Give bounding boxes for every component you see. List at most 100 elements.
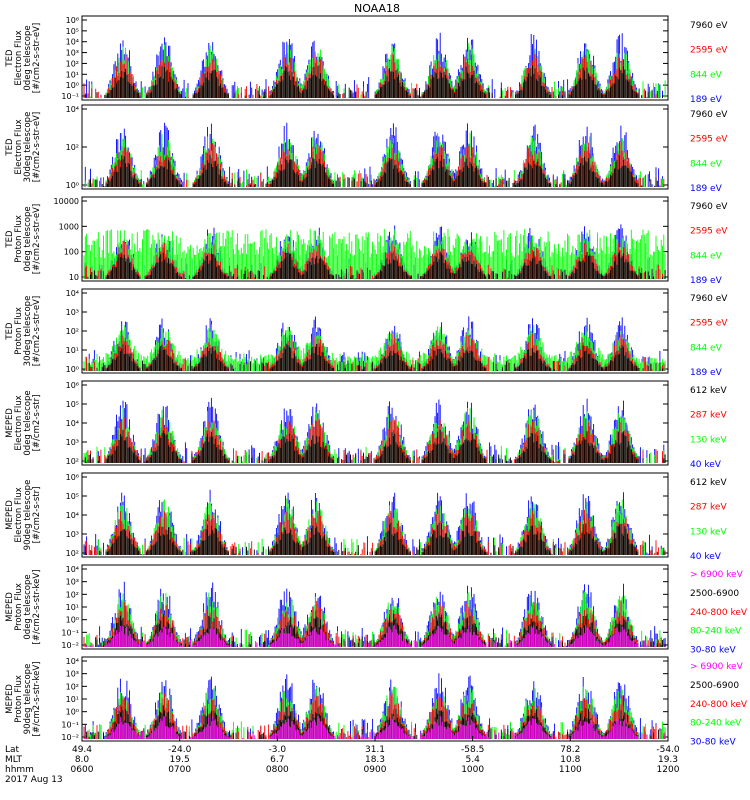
y-axis-label: 0deg telescope [23,25,33,90]
x-tick-label: -24.0 [168,745,192,755]
legend-entry: 2500-6900 [690,589,739,599]
y-tick-label: 10² [66,682,79,691]
y-axis-label: Electron Flux [14,395,24,450]
y-tick-label: 10⁶ [66,16,79,25]
y-axis-label: MEPED [5,408,15,438]
x-row-label: MLT [5,755,23,765]
y-tick-label: 10⁶ [66,381,79,390]
x-tick-label: 8.0 [75,755,90,765]
x-tick-label: -58.5 [461,745,484,755]
y-axis-label: [#/cm2-s-str-keV] [32,570,42,645]
legend-entry: 844 eV [690,159,723,169]
legend-entry: 30-80 keV [690,646,736,656]
x-tick-label: 1200 [657,765,680,775]
legend-entry: 287 keV [690,411,727,421]
y-axis-label: [#/cm2-s-str] [32,487,42,544]
legend-entry: 287 keV [690,503,727,513]
legend-entry: 612 keV [690,386,727,396]
legend-entry: 189 eV [690,368,723,378]
y-axis-label: 30deg telescope [23,112,33,183]
y-axis-label: Electron Flux [14,119,24,174]
y-axis-label: [#/cm2-s-str-eV] [32,23,42,93]
legend-entry: 80-240 keV [690,719,742,729]
y-axis-label: 30deg telescope [23,296,33,367]
legend-entry: 2595 eV [690,227,728,237]
y-tick-label: 10² [66,327,79,336]
panel-frame [81,380,669,466]
x-tick-label: -3.0 [269,745,287,755]
y-tick-label: 10 [69,273,79,282]
legend-entry: 7960 eV [690,294,728,304]
panel-8: 10⁻² 10⁻¹ 10⁰ 10¹ 10² 10³ 10⁴ MEPED Proton Flux 9… [5,656,748,748]
x-tick-label: 49.4 [72,745,92,755]
y-axis-label: Proton Flux [14,675,24,723]
legend-entry: 612 keV [690,478,727,488]
y-tick-label: 10¹ [66,346,79,355]
y-axis-label: [#/cm2-s-str-eV] [32,204,42,274]
figure-title: NOAA18 [354,2,400,15]
series-trace [83,154,665,187]
y-axis-label: Proton Flux [14,307,24,355]
legend-entry: 40 keV [690,460,722,470]
series-trace [84,716,666,739]
y-axis-label: [#/cm2-s-str-keV] [32,662,42,737]
legend-entry: 189 eV [690,95,723,105]
y-tick-label: 10⁴ [66,511,79,520]
panel-6: 10² 10³ 10⁴ 10⁵ 10⁶ MEPED Electron Flux 90deg t… [5,472,727,562]
y-tick-label: 10⁰ [66,81,79,90]
legend-entry: 2500-6900 [690,681,739,691]
y-tick-label: 10⁴ [66,289,79,298]
y-tick-label: 10³ [66,578,79,587]
x-tick-label: 0900 [364,765,387,775]
y-axis-label: TED [5,322,15,341]
series-trace [84,522,665,555]
x-tick-label: 18.3 [365,755,385,765]
x-tick-label: 19.5 [170,755,190,765]
x-tick-label: 1000 [461,765,484,775]
y-axis-label: Electron Flux [14,487,24,542]
y-tick-label: 10³ [66,530,79,539]
x-tick-label: 5.4 [466,755,481,765]
legend-entry: 844 eV [690,343,723,353]
y-tick-label: 10⁵ [66,27,79,36]
y-axis-label: Proton Flux [14,583,24,631]
y-axis-label: TED [5,138,15,157]
y-axis-label: MEPED [5,592,15,622]
x-tick-label: 6.7 [270,755,284,765]
y-tick-label: 10³ [66,670,79,679]
legend-entry: > 6900 keV [690,570,744,580]
y-axis-label: Electron Flux [14,30,24,85]
legend-entry: 2595 eV [690,319,728,329]
y-axis-label: 90deg telescope [23,664,33,735]
panel-7: 10⁻² 10⁻¹ 10⁰ 10¹ 10² 10³ 10⁴ MEPED Proton Flux 0… [5,564,748,656]
y-axis-label: [#/cm2-s-str-eV] [32,112,42,182]
legend-entry: 30-80 keV [690,738,736,748]
legend-entry: 2595 eV [690,46,728,56]
legend-entry: 240-800 keV [690,608,748,618]
x-tick-label: 0600 [71,765,94,775]
y-tick-label: 10⁻¹ [61,628,79,637]
y-tick-label: 10¹ [66,695,79,704]
x-tick-label: 1100 [559,765,582,775]
y-axis-label: Proton Flux [14,215,24,263]
y-tick-label: 10⁵ [66,400,79,409]
legend-entry: 80-240 keV [690,627,742,637]
y-tick-label: 10² [66,143,79,152]
y-tick-label: 10⁴ [66,565,79,574]
y-axis-label: [#/cm2-s-str] [32,395,42,452]
y-tick-label: 10² [66,549,79,558]
legend-entry: 7960 eV [690,202,728,212]
legend-entry: 189 eV [690,276,723,286]
legend-entry: 7960 eV [690,110,728,120]
y-tick-label: 10⁻² [61,733,79,742]
panel-frame [81,472,669,558]
x-row-label: Lat [5,745,20,755]
y-tick-label: 10⁴ [66,105,79,114]
x-tick-label: 31.1 [365,745,385,755]
y-tick-label: 10² [66,590,79,599]
y-tick-label: 10⁰ [66,181,79,190]
panel-5: 10² 10³ 10⁴ 10⁵ 10⁶ MEPED Electron Flux 0deg te… [5,380,727,470]
y-tick-label: 10⁴ [66,38,79,47]
y-tick-label: 10² [66,457,79,466]
